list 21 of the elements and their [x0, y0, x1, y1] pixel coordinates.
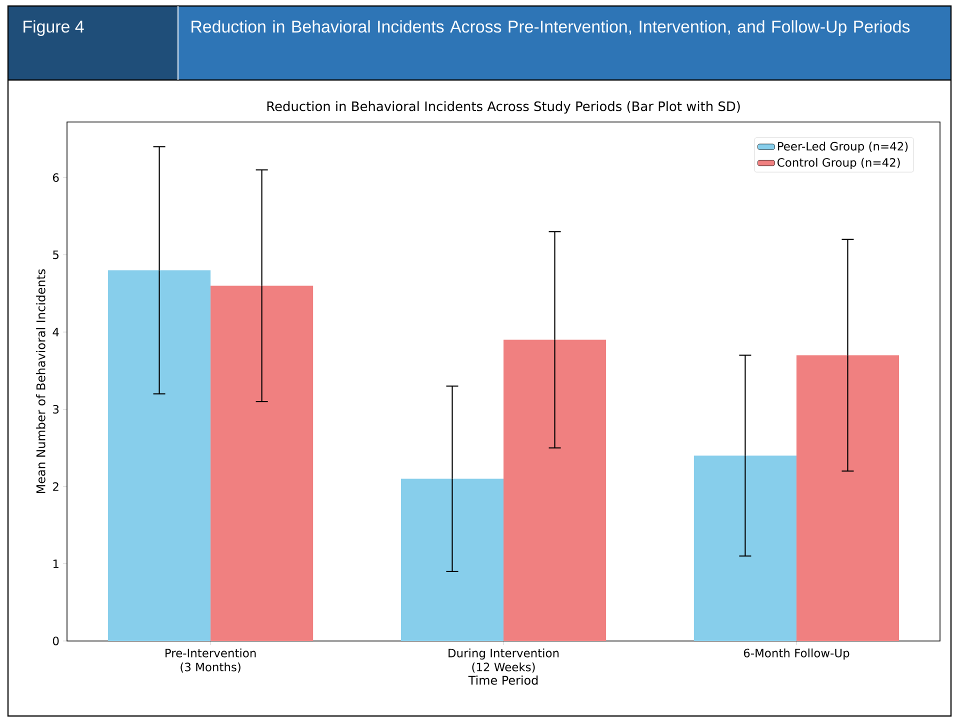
x-tick-label: 6-Month Follow-Up — [744, 648, 850, 660]
x-tick-label: Pre-Intervention (3 Months) — [166, 648, 256, 673]
chart-title: Reduction in Behavioral Incidents Across Pre-Intervention, Intervention, and Follow-Up Periods — [192, 20, 910, 36]
x-tick-label: During Intervention (12 Weeks) — [448, 648, 559, 673]
y-tick-label: 0 — [52, 636, 59, 646]
caption: Figure 4 — [24, 20, 84, 36]
bar — [108, 270, 211, 641]
y-tick-label: 5 — [53, 250, 58, 260]
y-tick-label: 1 — [53, 560, 58, 568]
y-tick-label: 2 — [53, 482, 58, 491]
y-tick-label: 6 — [52, 173, 59, 182]
chart-subtitle: Reduction in Behavioral Incidents Across Study Periods (Bar Plot with SD) — [267, 101, 740, 114]
x-axis-title: Time Period — [468, 676, 538, 685]
y-axis-title: Mean Number of Behavioral Incidents — [36, 269, 46, 494]
legend-label: Control Group (n=42) — [778, 158, 900, 169]
y-tick-label: 3 — [53, 404, 59, 414]
legend-label: Peer-Led Group (n=42) — [778, 142, 908, 153]
bar — [796, 355, 899, 641]
bar — [504, 340, 606, 641]
bar — [210, 286, 314, 641]
y-tick-label: 4 — [52, 328, 59, 336]
